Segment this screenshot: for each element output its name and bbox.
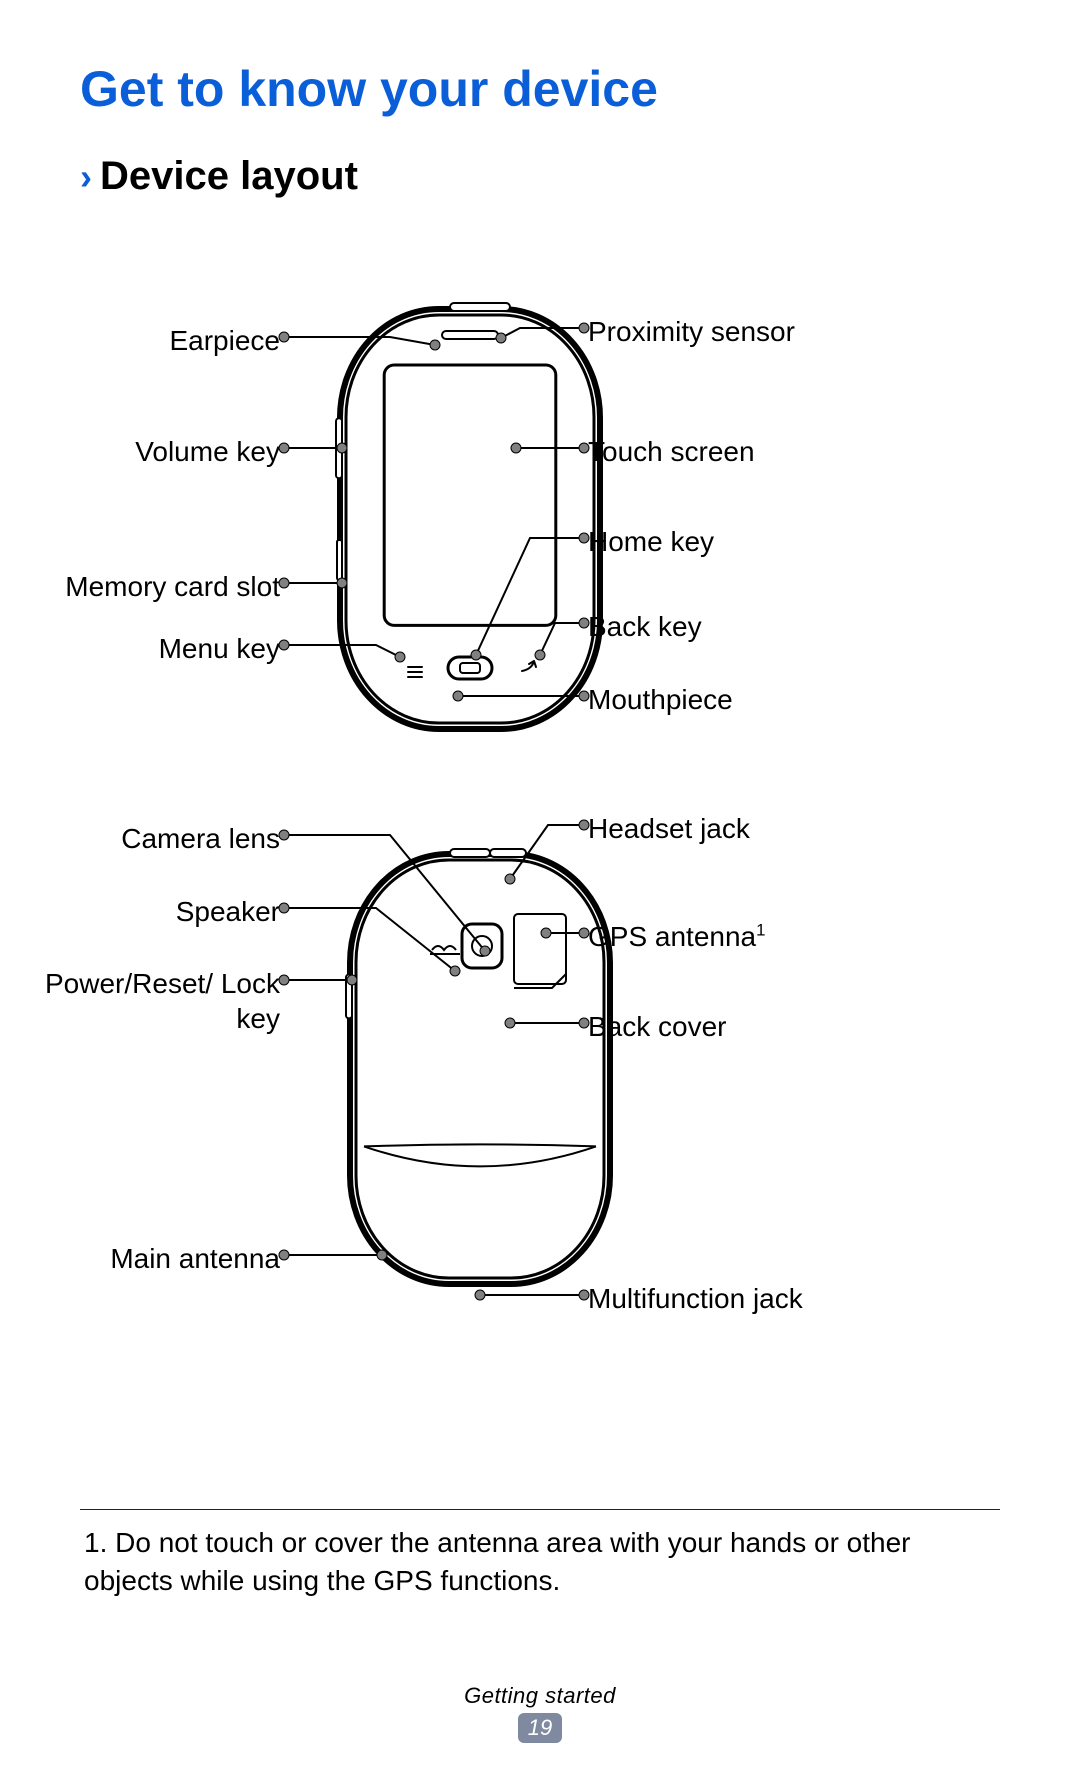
callout-menu: Menu key (159, 631, 280, 666)
footnote: 1. Do not touch or cover the antenna are… (80, 1524, 1000, 1600)
page-title: Get to know your device (80, 60, 1000, 118)
callout-headset: Headset jack (588, 811, 750, 846)
page-number-badge: 19 (518, 1713, 562, 1743)
callout-power: Power/Reset/ Lockkey (45, 966, 280, 1036)
callout-back: Back key (588, 609, 702, 644)
phone-back (346, 849, 610, 1284)
phone-front (336, 303, 600, 729)
callout-proximity: Proximity sensor (588, 314, 795, 349)
chevron-icon: › (80, 159, 92, 195)
callout-memcard: Memory card slot (65, 569, 280, 604)
callout-mouth: Mouthpiece (588, 682, 733, 717)
page-footer: Getting started 19 (0, 1683, 1080, 1743)
callout-speaker: Speaker (176, 894, 280, 929)
callout-multijack: Multifunction jack (588, 1281, 803, 1316)
callout-backcover: Back cover (588, 1009, 727, 1044)
callout-mainant: Main antenna (110, 1241, 280, 1276)
callout-gps: GPS antenna1 (588, 919, 765, 954)
device-layout-diagram: EarpieceVolume keyMemory card slotMenu k… (80, 239, 1000, 1489)
footer-section-label: Getting started (0, 1683, 1080, 1709)
callout-camera: Camera lens (121, 821, 280, 856)
footnote-separator (80, 1509, 1000, 1510)
section-title: Device layout (100, 154, 358, 199)
page: Get to know your device › Device layout … (0, 0, 1080, 1771)
callout-volume: Volume key (135, 434, 280, 469)
callout-home: Home key (588, 524, 714, 559)
callout-touch: Touch screen (588, 434, 755, 469)
section-heading: › Device layout (80, 154, 1000, 199)
callout-earpiece: Earpiece (169, 323, 280, 358)
